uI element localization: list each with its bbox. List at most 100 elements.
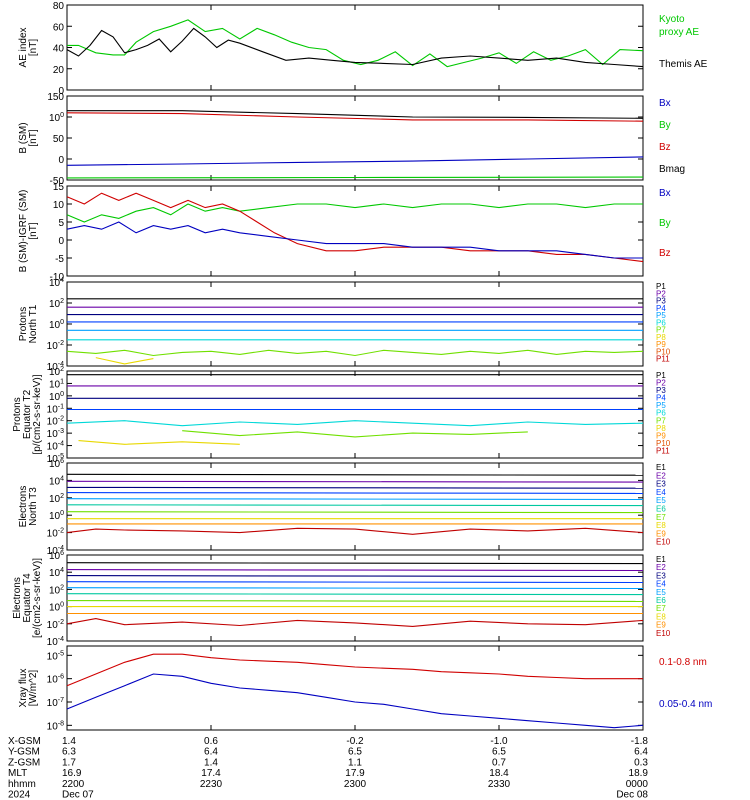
y-axis-label: North T3 <box>28 487 39 526</box>
tick-exponent: 0 <box>60 319 64 326</box>
x-axis-row-value: Dec 08 <box>616 790 648 800</box>
tick-exponent: -2 <box>58 340 64 347</box>
tick-exponent: -7 <box>58 697 64 704</box>
series-line-0-1-0-8-nm <box>66 653 643 687</box>
legend-item: E7 <box>656 513 666 522</box>
series-line-e10 <box>66 527 644 535</box>
series-line-by <box>66 176 644 179</box>
tick-base: 10 <box>49 278 61 289</box>
x-axis-row-value: 1.7 <box>62 757 76 768</box>
x-axis-row-value: 6.5 <box>348 747 362 758</box>
tick-exponent: 0 <box>60 602 64 609</box>
tick-exponent: -2 <box>58 619 64 626</box>
tick-exponent: -6 <box>58 674 64 681</box>
series-line-e1 <box>66 473 644 476</box>
series-line-p6 <box>182 430 528 438</box>
tick-base: 10 <box>47 651 59 662</box>
series-line-e6 <box>66 593 644 596</box>
tick-base: 10 <box>49 603 61 614</box>
legend-item: P11 <box>656 446 670 455</box>
legend-item: E3 <box>656 571 666 580</box>
legend-item: Bx <box>659 188 671 199</box>
y-axis-label: Equator T2 <box>22 389 33 439</box>
x-axis-row-value: 18.9 <box>629 768 649 779</box>
y-axis-label: Protons <box>12 397 23 431</box>
x-axis-row-value: 0.6 <box>204 736 218 747</box>
tick-base: 10 <box>49 551 61 562</box>
legend-item: P2 <box>656 289 666 298</box>
x-axis-row-value: 6.4 <box>204 747 218 758</box>
tick-base: 10 <box>49 113 61 124</box>
y-tick-label: 106 <box>49 550 64 562</box>
legend-item: P11 <box>656 355 670 364</box>
y-tick-label: 10-6 <box>47 674 64 686</box>
y-tick-label: 102 <box>49 366 64 378</box>
legend-item: By <box>659 218 671 229</box>
y-tick-label: 100 <box>49 112 64 124</box>
legend-item: P9 <box>656 431 666 440</box>
tick-base: 10 <box>47 454 59 465</box>
y-tick-label: 0 <box>58 86 64 97</box>
legend-item: P5 <box>656 401 666 410</box>
series-line-p8 <box>95 357 154 365</box>
legend-item: E5 <box>656 496 666 505</box>
tick-exponent: 4 <box>60 567 64 574</box>
y-tick-label: 10-7 <box>47 697 64 709</box>
series-line-e3 <box>66 575 644 578</box>
y-axis-label: AE index <box>18 27 29 67</box>
tick-base: 10 <box>47 529 59 540</box>
panel-frame <box>66 645 644 731</box>
legend-item: E4 <box>656 488 666 497</box>
series-line-e2 <box>66 569 644 572</box>
y-tick-label: 100 <box>49 319 64 331</box>
series-line-p5 <box>66 420 644 427</box>
series-line-e7 <box>66 600 644 602</box>
y-axis-label: [nT] <box>28 129 39 146</box>
y-tick-label: 106 <box>49 458 64 470</box>
legend-item: Themis AE <box>659 59 708 70</box>
series-line-kyoto-proxy-ae <box>67 19 644 68</box>
tick-base: 10 <box>49 585 61 596</box>
legend-item: P4 <box>656 304 666 313</box>
tick-exponent: 0 <box>60 391 64 398</box>
x-axis-row-label: MLT <box>8 768 27 779</box>
y-tick-label: 10 <box>53 200 65 211</box>
tick-base: 10 <box>47 721 59 732</box>
y-tick-label: 15 <box>53 182 65 193</box>
tick-base: 10 <box>49 494 61 505</box>
legend-item: Bz <box>659 248 671 259</box>
x-axis-row-value: -1.0 <box>490 736 508 747</box>
legend-item: E2 <box>656 471 666 480</box>
y-tick-label: 10-2 <box>47 528 64 540</box>
x-axis-row-value: 6.3 <box>62 747 76 758</box>
tick-exponent: -8 <box>58 720 64 727</box>
panel-frame <box>66 95 644 181</box>
legend-item: P8 <box>656 333 666 342</box>
y-tick-label: 10-2 <box>47 340 64 352</box>
y-tick-label: -50 <box>50 176 65 187</box>
series-line-p7 <box>66 349 644 357</box>
legend-item: P9 <box>656 340 666 349</box>
tick-exponent: -4 <box>58 545 64 552</box>
y-tick-label: 5 <box>58 218 64 229</box>
tick-exponent: 0 <box>60 112 64 119</box>
legend-item: E9 <box>656 621 666 630</box>
legend-item: P3 <box>656 386 666 395</box>
y-tick-label: 100 <box>49 391 64 403</box>
y-tick-label: 10-8 <box>47 720 64 732</box>
y-tick-label: 101 <box>49 378 64 390</box>
series-line-by <box>66 203 643 223</box>
tick-exponent: -2 <box>58 528 64 535</box>
legend-item: E5 <box>656 588 666 597</box>
y-tick-label: 10-1 <box>47 403 64 415</box>
x-axis-row-value: 2330 <box>488 779 511 790</box>
legend-item: P10 <box>656 439 671 448</box>
tick-exponent: 6 <box>60 458 64 465</box>
panel-frame <box>66 462 644 551</box>
y-tick-label: 102 <box>49 298 64 310</box>
panel-1: AE index [nT] Kyoto proxy AE Themis AE <box>18 4 708 91</box>
series-line-bz <box>66 112 644 122</box>
panel-2: B (SM) [nT] Bx By Bz Bmag <box>18 95 685 181</box>
x-axis-row-value: -1.8 <box>631 736 649 747</box>
y-tick-label: 0 <box>58 155 64 166</box>
